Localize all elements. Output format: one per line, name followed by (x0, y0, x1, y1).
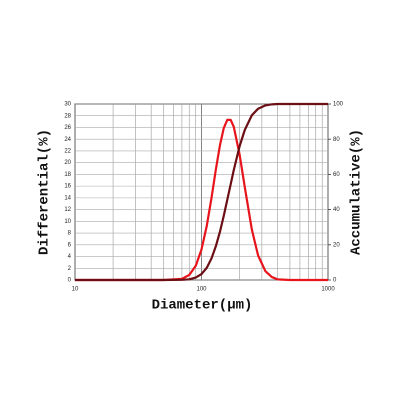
y2-axis-label: Accumulative(%) (349, 129, 365, 255)
y-tick-label: 6 (68, 242, 72, 248)
y2-tick-label: 100 (333, 102, 344, 108)
y-tick-label: 30 (64, 102, 71, 108)
y-tick-label: 16 (64, 184, 71, 190)
y-tick-label: 0 (68, 278, 72, 284)
y2-tick-label: 0 (333, 278, 337, 284)
y2-tick-label: 40 (333, 207, 340, 213)
y2-tick-label: 60 (333, 172, 340, 178)
y2-tick-label: 80 (333, 137, 340, 143)
x-tick-label: 100 (196, 287, 207, 293)
y-tick-label: 24 (64, 137, 71, 143)
y-axis-label: Differential(%) (37, 129, 53, 255)
y-tick-label: 2 (68, 266, 72, 272)
series-line (75, 102, 328, 282)
y-tick-label: 12 (64, 207, 71, 213)
y-tick-label: 10 (64, 219, 71, 225)
y-tick-label: 28 (64, 113, 71, 119)
y2-tick-label: 20 (333, 242, 340, 248)
y-tick-label: 20 (64, 160, 71, 166)
series-line (75, 118, 328, 282)
x-axis-label: Diameter(μm) (152, 298, 253, 314)
y-tick-label: 22 (64, 149, 71, 155)
x-tick-label: 1000 (321, 287, 335, 293)
y-tick-label: 4 (68, 254, 72, 260)
y-tick-label: 8 (68, 231, 72, 237)
y-tick-label: 14 (64, 195, 71, 201)
y-tick-label: 26 (64, 125, 71, 131)
y-tick-label: 18 (64, 172, 71, 178)
x-tick-label: 10 (72, 287, 79, 293)
